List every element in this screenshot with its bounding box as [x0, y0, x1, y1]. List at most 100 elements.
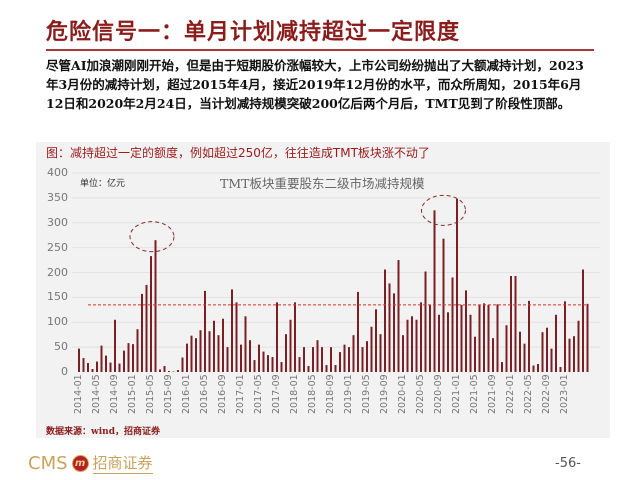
bar [483, 303, 485, 372]
y-tick-label: 350 [47, 190, 68, 204]
bar [519, 331, 521, 372]
bar [280, 362, 283, 372]
bar [303, 347, 305, 372]
chart-title: TMT板块重要股东二级市场减持规模 [220, 176, 425, 191]
bar [456, 198, 458, 372]
y-tick-label: 400 [47, 166, 68, 179]
bar [141, 293, 143, 372]
bar [204, 290, 206, 372]
bar [244, 316, 247, 372]
bar [505, 325, 508, 372]
bar [559, 367, 562, 372]
bar [406, 319, 409, 372]
bar [573, 336, 575, 372]
bar [330, 347, 332, 372]
bar [388, 283, 391, 372]
bar [582, 269, 584, 372]
bar [415, 319, 418, 372]
bar [127, 343, 130, 372]
highlight-ellipse-2020 [421, 194, 466, 226]
brand-en: CMS [28, 452, 68, 474]
bar [267, 355, 269, 372]
y-tick-label: 50 [54, 340, 68, 354]
bar [366, 341, 368, 372]
bar [181, 357, 184, 372]
title-divider [46, 49, 594, 51]
bar [199, 330, 202, 372]
bar [78, 348, 80, 372]
bar [514, 275, 517, 372]
bar [586, 303, 589, 372]
bar [384, 269, 386, 372]
bar [577, 320, 580, 372]
data-source: 数据来源：wind，招商证券 [46, 427, 161, 437]
bar [343, 344, 346, 372]
bar [460, 304, 463, 372]
bar [222, 318, 224, 372]
bar [136, 329, 139, 372]
bar [334, 365, 337, 372]
bar [352, 335, 355, 372]
bar [492, 338, 494, 372]
bar [154, 240, 157, 372]
bar [550, 348, 553, 372]
bar [307, 366, 310, 372]
bar [397, 260, 400, 372]
slide-paragraph: 尽管AI加浪潮刚刚开始，但是由于短期股价涨幅较大，上市公司纷纷抛出了大额减持计划… [46, 58, 584, 111]
bar [424, 271, 427, 372]
bar [118, 363, 121, 372]
bar [172, 371, 175, 373]
page-number: -56- [555, 456, 581, 471]
bar [447, 312, 449, 372]
bar [375, 309, 377, 372]
bar [123, 350, 125, 372]
bar [546, 327, 548, 372]
bar [298, 357, 301, 372]
bar [564, 301, 566, 372]
bar [420, 302, 422, 372]
figure-caption: 图：减持超过一定的额度，例如超过250亿，往往造成TMT板块涨不动了 [46, 146, 430, 160]
bar [186, 343, 188, 372]
bar [433, 210, 436, 372]
bar [258, 344, 260, 372]
bar [339, 352, 341, 372]
bar [487, 304, 490, 372]
bar [114, 319, 116, 372]
bar [496, 304, 499, 372]
bar [285, 334, 287, 372]
bar [370, 326, 373, 372]
bar [253, 360, 256, 372]
y-tick-label: 250 [47, 240, 68, 254]
bar [159, 369, 161, 372]
bar [357, 291, 359, 372]
bar [510, 275, 512, 372]
bar [249, 340, 251, 372]
y-tick-label: 150 [47, 290, 68, 304]
bar [213, 320, 215, 372]
bar [325, 365, 328, 372]
bar [217, 335, 220, 372]
bar [271, 357, 274, 372]
bar [231, 289, 233, 372]
bar [240, 344, 242, 372]
bar [150, 256, 152, 372]
bars [78, 198, 589, 373]
bar [177, 370, 179, 372]
bar [532, 365, 535, 372]
bar [465, 290, 467, 372]
bar [262, 351, 265, 372]
bar [474, 336, 476, 372]
bar [226, 347, 229, 372]
bar [361, 347, 364, 372]
bar [91, 369, 94, 372]
bar [96, 361, 98, 372]
bar [105, 355, 107, 372]
bar [208, 331, 211, 372]
brand-badge-icon: m [71, 454, 89, 472]
chart-panel [36, 142, 610, 438]
unit-label: 单位：亿元 [80, 179, 126, 189]
bar [348, 347, 350, 372]
bar [555, 314, 557, 372]
y-tick-label: 0 [61, 365, 68, 378]
